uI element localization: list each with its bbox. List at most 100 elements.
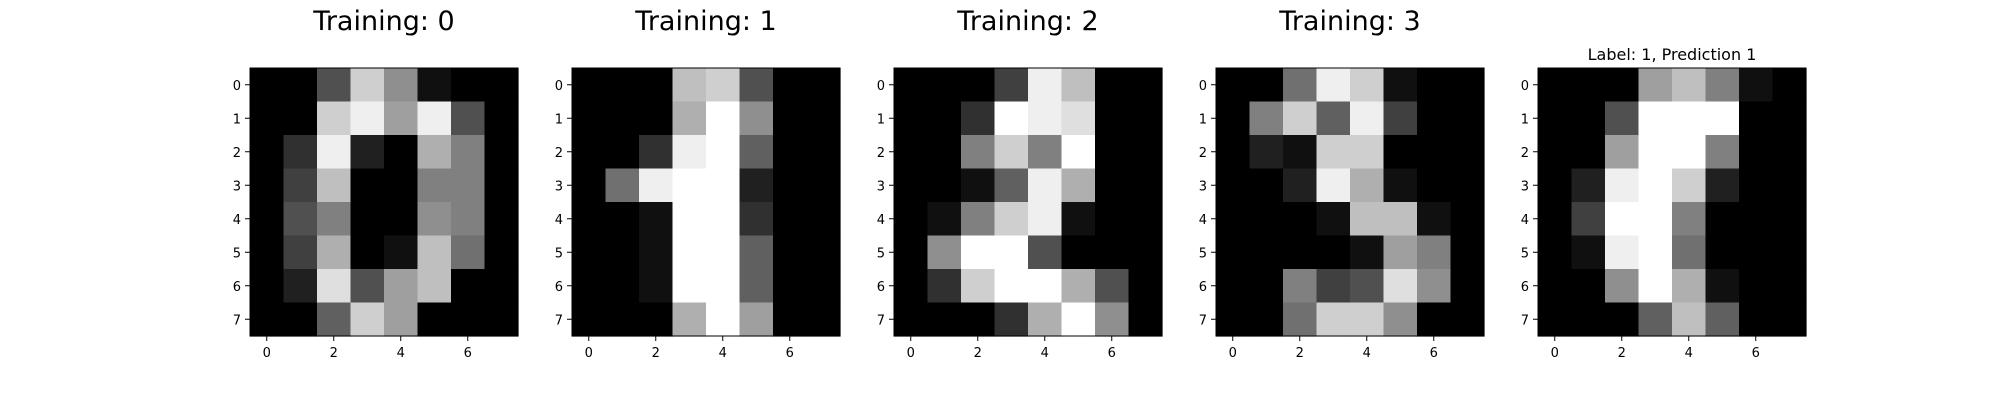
pixel-cell: [1249, 68, 1284, 103]
pixel-cell: [317, 302, 352, 337]
pixel-cell: [1672, 135, 1707, 170]
pixel-cell: [417, 168, 452, 203]
pixel-cell: [1417, 202, 1452, 237]
pixel-cell: [1571, 135, 1606, 170]
pixel-cell: [672, 168, 707, 203]
pixel-cell: [1772, 269, 1807, 304]
pixel-cell: [994, 68, 1029, 103]
pixel-cell: [1605, 269, 1640, 304]
pixel-cell: [1383, 168, 1418, 203]
pixel-cell: [1538, 202, 1573, 237]
y-tick-label: 1: [1521, 112, 1529, 127]
pixel-cell: [1095, 135, 1130, 170]
pixel-cell: [317, 269, 352, 304]
y-tick-label: 2: [555, 146, 563, 161]
x-tick-label: 0: [263, 346, 271, 361]
pixel-cell: [317, 68, 352, 103]
x-tick-label: 4: [1685, 346, 1693, 361]
pixel-cell: [1350, 68, 1385, 103]
pixel-cell: [806, 302, 841, 337]
pixel-cell: [1571, 168, 1606, 203]
pixel-cell: [1128, 68, 1163, 103]
pixel-cell: [1605, 235, 1640, 270]
pixel-cell: [1538, 101, 1573, 136]
pixel-cell: [1350, 302, 1385, 337]
pixel-cell: [1739, 302, 1774, 337]
y-tick-label: 7: [233, 313, 241, 328]
pixel-cell: [1350, 235, 1385, 270]
image-panel-3: Training: 3 0 1 2 3 4 5 6 7 0 2 4 6: [1199, 6, 1485, 361]
pixel-cell: [1638, 168, 1673, 203]
y-tick-label: 0: [1199, 79, 1207, 94]
pixel-cell: [994, 202, 1029, 237]
pixel-cell: [1638, 68, 1673, 103]
y-tick-label: 2: [1521, 146, 1529, 161]
pixel-cell: [572, 101, 607, 136]
y-tick-label: 2: [1199, 146, 1207, 161]
pixel-cell: [994, 168, 1029, 203]
pixel-cell: [773, 202, 808, 237]
pixel-cell: [739, 135, 774, 170]
pixel-cell: [739, 202, 774, 237]
y-tick-label: 6: [877, 280, 885, 295]
pixel-cell: [1249, 135, 1284, 170]
pixel-cell: [1538, 302, 1573, 337]
pixel-cell: [894, 269, 929, 304]
pixel-cell: [1216, 202, 1251, 237]
pixel-cell: [1028, 235, 1063, 270]
pixel-cell: [1316, 135, 1351, 170]
pixel-cell: [894, 101, 929, 136]
pixel-cell: [806, 269, 841, 304]
image-panel-4: Label: 1, Prediction 1 0 1 2 3 4 5 6 7 0 2 4 6: [1521, 45, 1807, 361]
pixel-cell: [1350, 101, 1385, 136]
pixel-cell: [350, 168, 385, 203]
pixel-cell: [1095, 101, 1130, 136]
pixel-cell: [1571, 202, 1606, 237]
x-tick-label: 0: [1551, 346, 1559, 361]
pixel-cell: [927, 101, 962, 136]
pixel-cell: [927, 269, 962, 304]
pixel-cell: [250, 202, 285, 237]
pixel-cell: [1672, 101, 1707, 136]
pixel-cell: [283, 168, 318, 203]
y-tick-label: 7: [1521, 313, 1529, 328]
pixel-cell: [927, 135, 962, 170]
pixel-cell: [417, 68, 452, 103]
pixel-cell: [806, 168, 841, 203]
pixel-cell: [605, 302, 640, 337]
y-tick-label: 5: [877, 246, 885, 261]
pixel-cell: [1283, 68, 1318, 103]
x-tick-label: 6: [1752, 346, 1760, 361]
y-tick-label: 7: [1199, 313, 1207, 328]
pixel-cell: [1061, 101, 1096, 136]
pixel-cell: [605, 202, 640, 237]
pixel-cell: [739, 168, 774, 203]
pixel-cell: [1605, 101, 1640, 136]
pixel-cell: [1739, 235, 1774, 270]
pixel-cell: [250, 135, 285, 170]
pixel-cell: [1705, 168, 1740, 203]
y-tick-label: 5: [1521, 246, 1529, 261]
pixel-cell: [451, 202, 486, 237]
pixel-cell: [451, 269, 486, 304]
pixel-cell: [1128, 135, 1163, 170]
pixel-cell: [572, 235, 607, 270]
pixel-cell: [1283, 168, 1318, 203]
pixel-cell: [1417, 235, 1452, 270]
pixel-cell: [739, 68, 774, 103]
panel-title: Training: 0: [312, 6, 454, 37]
pixel-cell: [1128, 302, 1163, 337]
pixel-cell: [1028, 168, 1063, 203]
pixel-cell: [1450, 68, 1485, 103]
pixel-cell: [961, 235, 996, 270]
y-tick-label: 6: [555, 280, 563, 295]
pixel-cell: [1216, 101, 1251, 136]
pixel-cell: [283, 101, 318, 136]
pixel-cell: [773, 302, 808, 337]
pixel-cell: [1061, 202, 1096, 237]
pixel-cell: [250, 168, 285, 203]
pixel-cell: [350, 202, 385, 237]
pixel-cell: [1283, 202, 1318, 237]
pixel-cell: [451, 68, 486, 103]
pixel-cell: [384, 302, 419, 337]
